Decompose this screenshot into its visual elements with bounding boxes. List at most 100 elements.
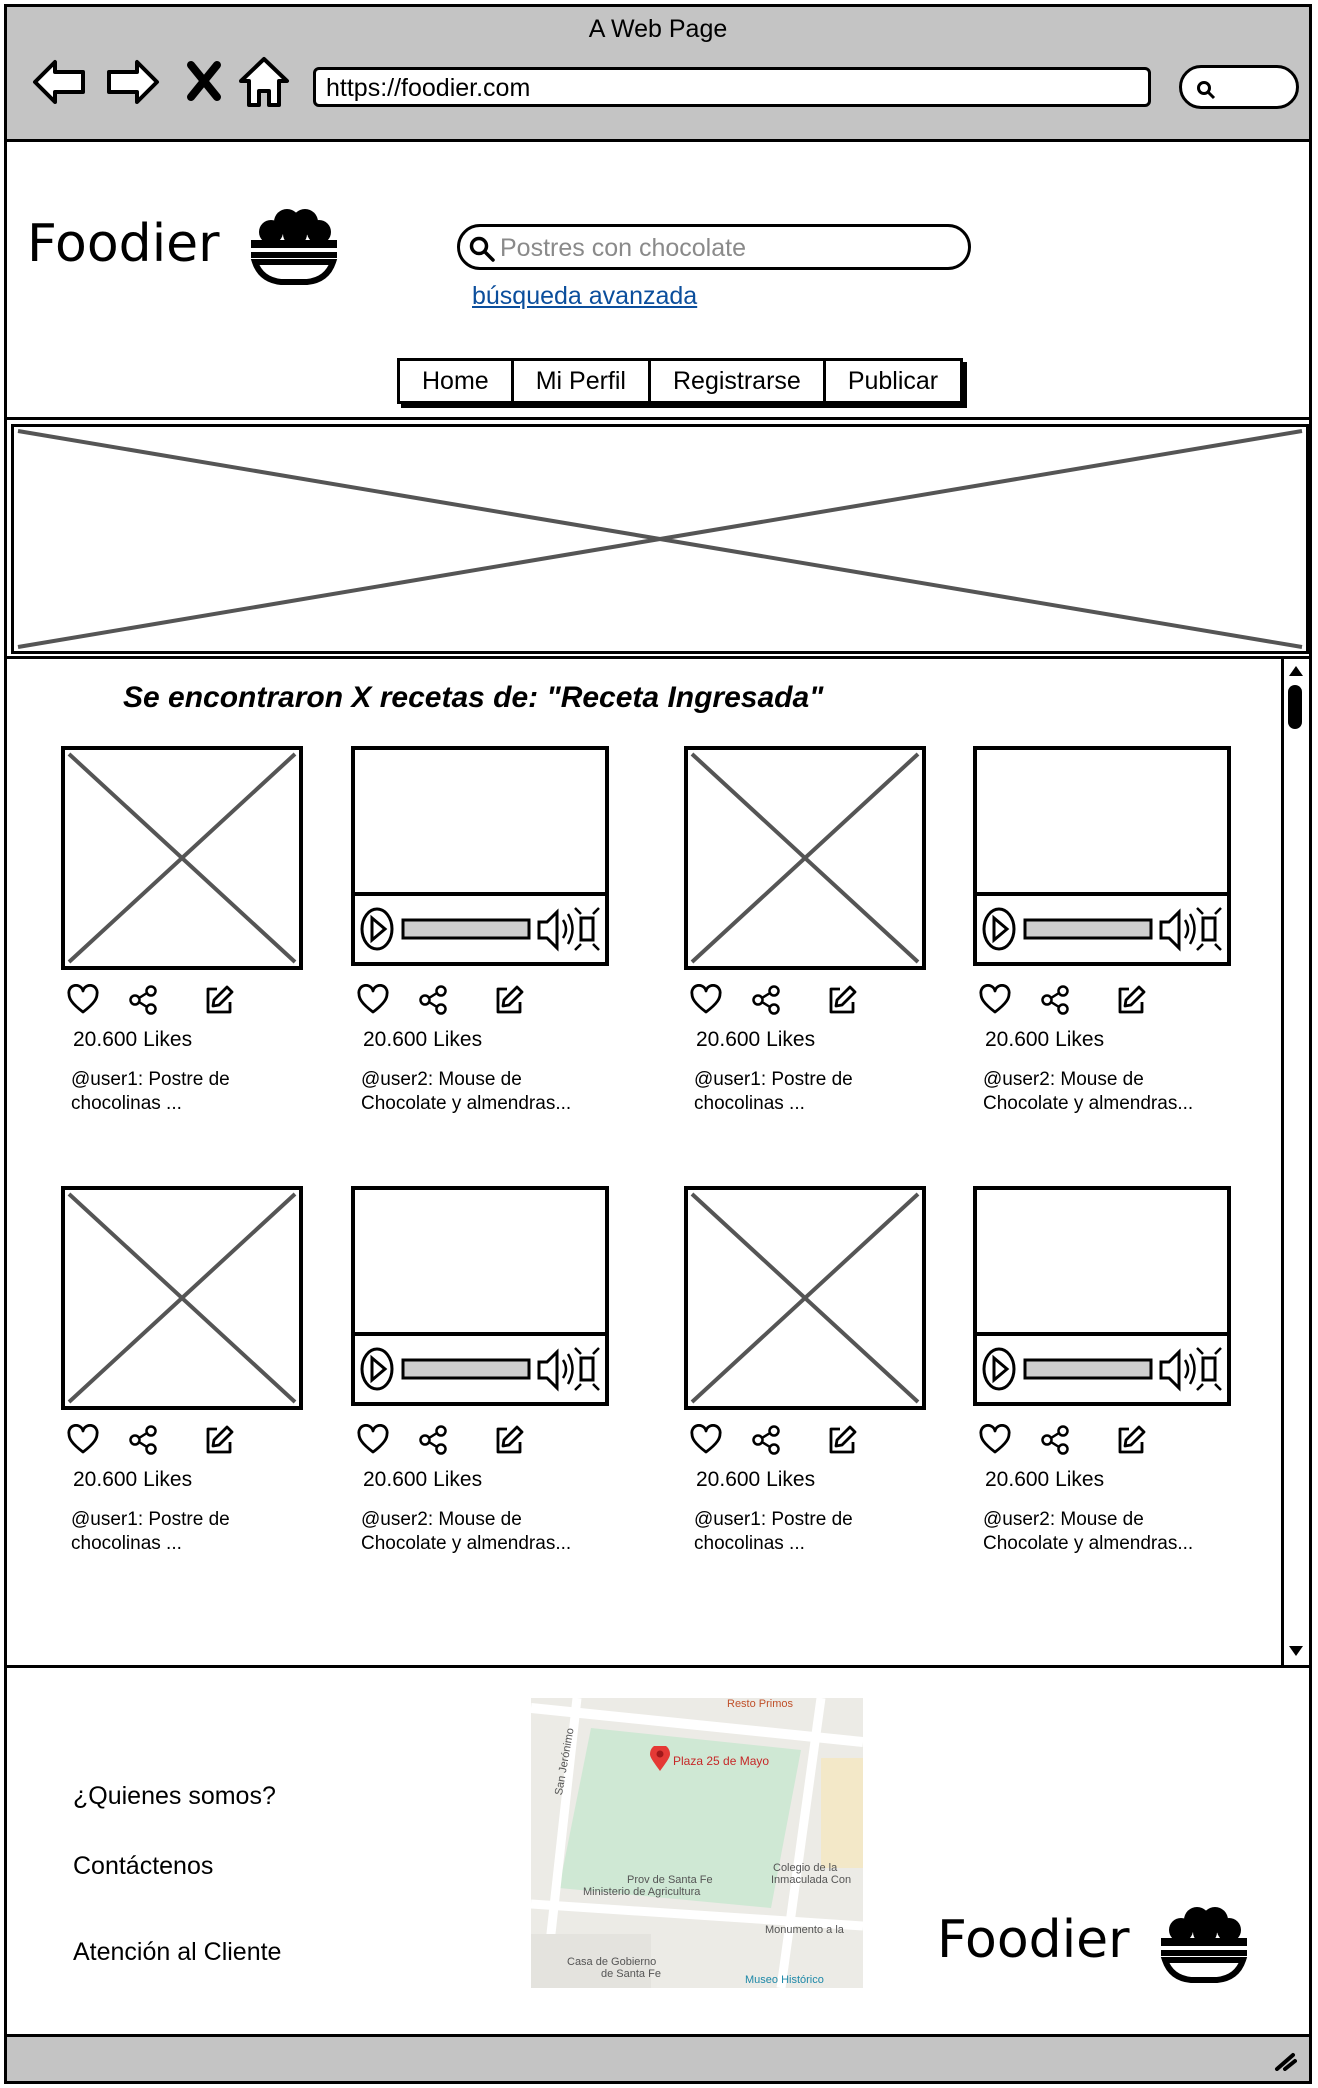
home-icon[interactable] <box>235 53 293 111</box>
edit-icon[interactable] <box>203 984 235 1016</box>
url-bar[interactable]: https://foodier.com <box>313 67 1151 107</box>
share-icon[interactable] <box>417 984 449 1016</box>
stop-icon[interactable] <box>177 53 235 111</box>
video-player[interactable] <box>351 746 609 966</box>
video-controls <box>977 892 1227 962</box>
likes-count: 20.600 Likes <box>73 1468 193 1491</box>
play-icon[interactable] <box>982 907 1016 951</box>
volume-icon[interactable] <box>537 1348 574 1392</box>
page-content: Foodier búsqueda avanzada Home Mi Perfil… <box>4 142 1312 2034</box>
customer-service-link[interactable]: Atención al Cliente <box>73 1938 282 1966</box>
caption-line: chocolinas ... <box>71 1533 182 1554</box>
video-player[interactable] <box>973 1186 1231 1406</box>
fullscreen-icon[interactable] <box>1196 907 1222 951</box>
contact-link[interactable]: Contáctenos <box>73 1852 214 1880</box>
progress-bar[interactable] <box>1023 1358 1153 1380</box>
like-heart-icon[interactable] <box>979 983 1011 1016</box>
search-input[interactable] <box>498 231 952 265</box>
share-icon[interactable] <box>1039 1424 1071 1456</box>
share-icon[interactable] <box>1039 984 1071 1016</box>
site-logo[interactable]: Foodier <box>27 214 220 274</box>
like-heart-icon[interactable] <box>690 983 722 1016</box>
resize-grip-icon[interactable] <box>1273 2051 1297 2071</box>
card-actions <box>979 983 1147 1016</box>
caption-line: @user2: Mouse de <box>361 1069 522 1090</box>
volume-icon[interactable] <box>537 908 574 952</box>
share-icon[interactable] <box>750 1424 782 1456</box>
tab-mi-perfil[interactable]: Mi Perfil <box>514 361 651 401</box>
edit-icon[interactable] <box>493 984 525 1016</box>
scroll-thumb[interactable] <box>1288 685 1302 729</box>
progress-bar[interactable] <box>401 918 531 940</box>
forward-arrow-icon[interactable] <box>103 53 161 111</box>
like-heart-icon[interactable] <box>357 1423 389 1456</box>
like-heart-icon[interactable] <box>357 983 389 1016</box>
map-label: Casa de Gobierno <box>567 1956 657 1968</box>
food-bowl-icon <box>247 206 341 291</box>
video-player[interactable] <box>973 746 1231 966</box>
scroll-up-icon[interactable] <box>1286 661 1306 681</box>
like-heart-icon[interactable] <box>67 983 99 1016</box>
play-icon[interactable] <box>982 1347 1016 1391</box>
map-pin-icon[interactable] <box>649 1746 671 1772</box>
fullscreen-icon[interactable] <box>574 1347 600 1391</box>
recipe-image-placeholder[interactable] <box>61 1186 303 1410</box>
progress-bar[interactable] <box>1023 918 1153 940</box>
like-heart-icon[interactable] <box>690 1423 722 1456</box>
like-heart-icon[interactable] <box>979 1423 1011 1456</box>
back-arrow-icon[interactable] <box>31 53 89 111</box>
results-scrollbar[interactable] <box>1281 659 1309 1665</box>
main-nav: Home Mi Perfil Registrarse Publicar <box>397 358 964 404</box>
map-label: Museo Histórico <box>745 1974 824 1986</box>
share-icon[interactable] <box>127 984 159 1016</box>
edit-icon[interactable] <box>826 984 858 1016</box>
volume-icon[interactable] <box>1159 908 1196 952</box>
edit-icon[interactable] <box>1115 1424 1147 1456</box>
map-background <box>531 1698 863 1988</box>
share-icon[interactable] <box>417 1424 449 1456</box>
edit-icon[interactable] <box>493 1424 525 1456</box>
video-controls <box>355 892 605 962</box>
window-title: A Web Page <box>588 15 728 43</box>
tab-publicar[interactable]: Publicar <box>847 367 939 395</box>
scroll-down-icon[interactable] <box>1286 1641 1306 1661</box>
recipe-caption[interactable]: @user2: Mouse de Chocolate y almendras... <box>983 1508 1233 1556</box>
likes-count: 20.600 Likes <box>363 1028 483 1051</box>
browser-search-field[interactable] <box>1179 65 1299 109</box>
video-player[interactable] <box>351 1186 609 1406</box>
card-actions <box>690 983 858 1016</box>
edit-icon[interactable] <box>203 1424 235 1456</box>
tab-home[interactable]: Home <box>400 361 514 401</box>
recipe-caption[interactable]: @user1: Postre de chocolinas ... <box>694 1508 944 1556</box>
progress-bar[interactable] <box>401 1358 531 1380</box>
map-label: Prov de Santa Fe <box>627 1874 713 1886</box>
card-actions <box>67 1423 235 1456</box>
map-label: Monumento a la <box>765 1924 844 1936</box>
play-icon[interactable] <box>360 907 394 951</box>
share-icon[interactable] <box>127 1424 159 1456</box>
fullscreen-icon[interactable] <box>1196 1347 1222 1391</box>
recipe-image-placeholder[interactable] <box>684 1186 926 1410</box>
play-icon[interactable] <box>360 1347 394 1391</box>
fullscreen-icon[interactable] <box>574 907 600 951</box>
tab-registrarse[interactable]: Registrarse <box>651 361 826 401</box>
recipe-caption[interactable]: @user2: Mouse de Chocolate y almendras... <box>361 1068 611 1116</box>
likes-count: 20.600 Likes <box>696 1468 816 1491</box>
like-heart-icon[interactable] <box>67 1423 99 1456</box>
recipe-caption[interactable]: @user1: Postre de chocolinas ... <box>71 1508 321 1556</box>
recipe-caption[interactable]: @user1: Postre de chocolinas ... <box>694 1068 944 1116</box>
advanced-search-link[interactable]: búsqueda avanzada <box>472 282 698 310</box>
edit-icon[interactable] <box>826 1424 858 1456</box>
recipe-caption[interactable]: @user2: Mouse de Chocolate y almendras... <box>983 1068 1233 1116</box>
edit-icon[interactable] <box>1115 984 1147 1016</box>
recipe-caption[interactable]: @user2: Mouse de Chocolate y almendras... <box>361 1508 611 1556</box>
volume-icon[interactable] <box>1159 1348 1196 1392</box>
recipe-image-placeholder[interactable] <box>61 746 303 970</box>
location-map[interactable]: Plaza 25 de Mayo Resto Primos San Jeróni… <box>531 1698 863 1988</box>
share-icon[interactable] <box>750 984 782 1016</box>
recipe-caption[interactable]: @user1: Postre de chocolinas ... <box>71 1068 321 1116</box>
card-actions <box>357 983 525 1016</box>
about-us-link[interactable]: ¿Quienes somos? <box>73 1782 276 1810</box>
recipe-search[interactable] <box>457 224 971 270</box>
recipe-image-placeholder[interactable] <box>684 746 926 970</box>
